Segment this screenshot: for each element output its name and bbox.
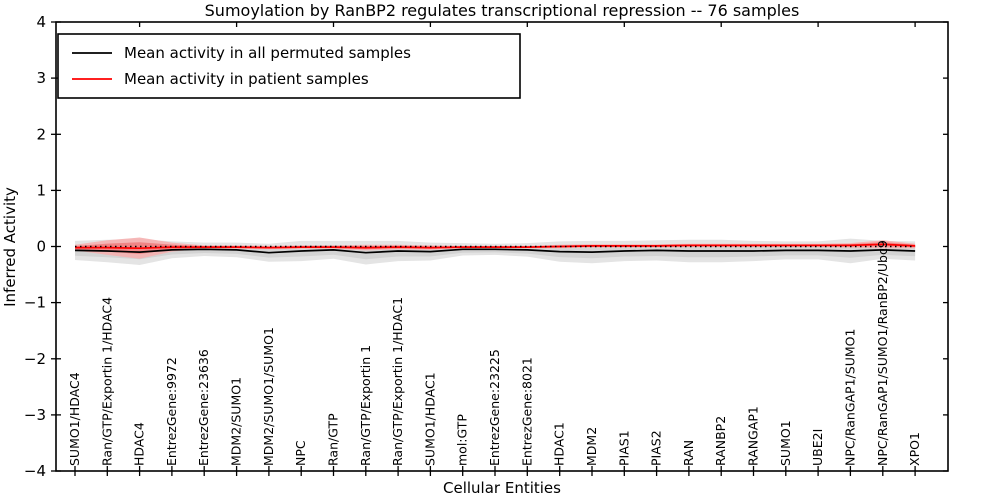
chart-title: Sumoylation by RanBP2 regulates transcri… <box>205 1 800 20</box>
x-tick-label: EntrezGene:9972 <box>164 357 179 466</box>
x-tick-label: RANGAP1 <box>746 406 761 466</box>
x-tick-label: UBE2I <box>810 429 825 466</box>
x-tick-label: PIAS1 <box>616 430 631 466</box>
legend: Mean activity in all permuted samples Me… <box>57 33 521 99</box>
y-tick-label: −2 <box>24 350 46 368</box>
y-tick-label: 3 <box>36 69 46 87</box>
y-tick-label: −4 <box>24 462 46 480</box>
x-tick-label: RANBP2 <box>713 416 728 466</box>
x-tick-label: EntrezGene:23225 <box>487 349 502 466</box>
legend-entry-patient: Mean activity in patient samples <box>72 70 369 88</box>
x-tick-label: Ran/GTP/Exportin 1/HDAC1 <box>390 297 405 466</box>
x-tick-label: RAN <box>681 440 696 466</box>
x-tick-label: SUMO1/HDAC1 <box>422 372 437 466</box>
x-tick-label: PIAS2 <box>649 430 664 466</box>
permuted-mean-line <box>74 248 916 254</box>
x-tick-label: EntrezGene:8021 <box>519 357 534 466</box>
x-tick-label: EntrezGene:23636 <box>196 349 211 466</box>
legend-label-permuted: Mean activity in all permuted samples <box>124 44 411 62</box>
legend-entry-permuted: Mean activity in all permuted samples <box>72 44 411 62</box>
y-tick-label: −3 <box>24 406 46 424</box>
x-tick-label: MDM2/SUMO1/SUMO1 <box>261 327 276 466</box>
x-tick-label: MDM2 <box>584 427 599 466</box>
x-tick-label: mol:GTP <box>455 414 470 466</box>
plot-area: −4 −3 −2 −1 0 1 2 3 4 SUMO1/HDAC4 Ran/GTP/Exportin… <box>24 13 948 480</box>
x-axis-label: Cellular Entities <box>443 479 561 497</box>
patient-band-outer <box>75 237 916 259</box>
y-tick-label: −1 <box>24 294 46 312</box>
legend-box <box>57 33 521 99</box>
plot-border <box>55 21 949 472</box>
x-tick-label: MDM2/SUMO1 <box>229 377 244 466</box>
y-axis-label: Inferred Activity <box>1 187 19 307</box>
y-tick-label: 0 <box>36 238 46 256</box>
x-tick-label: Ran/GTP <box>326 413 341 466</box>
x-tick-label: HDAC1 <box>552 422 567 466</box>
y-tick-label: 2 <box>36 125 46 143</box>
x-tick-label: SUMO1 <box>778 420 793 466</box>
x-tick-label: NPC/RanGAP1/SUMO1 <box>842 329 857 466</box>
x-tick-label: XPO1 <box>907 432 922 466</box>
y-tick-label: 4 <box>36 13 46 31</box>
x-tick-label: NPC <box>293 440 308 466</box>
x-tick-label: SUMO1/HDAC4 <box>67 372 82 466</box>
x-tick-label: NPC/RanGAP1/SUMO1/RanBP2/Ubc9 <box>875 240 890 466</box>
x-tick-label: Ran/GTP/Exportin 1/HDAC4 <box>99 297 114 466</box>
x-tick-label: HDAC4 <box>132 422 147 466</box>
legend-label-patient: Mean activity in patient samples <box>124 70 369 88</box>
x-tick-label: Ran/GTP/Exportin 1 <box>358 345 373 466</box>
y-tick-label: 1 <box>36 181 46 199</box>
